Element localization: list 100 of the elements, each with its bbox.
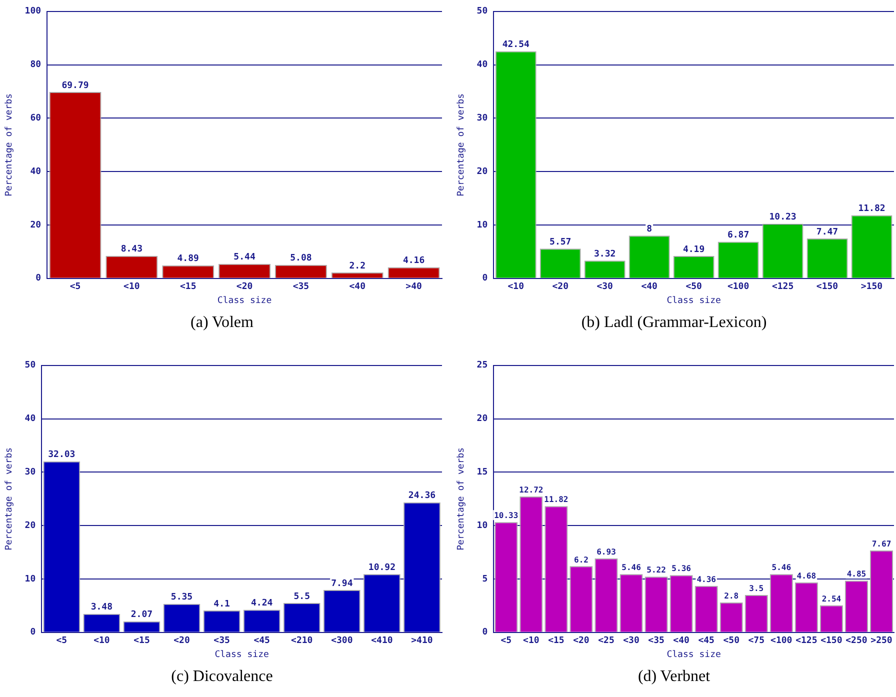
x-tick-label: <40 [673,636,690,646]
x-axis-title: Class size [217,296,272,306]
y-tick-label: 15 [476,468,488,478]
data-label: 42.54 [502,40,530,50]
y-tick-label: 60 [30,114,42,124]
x-tick-label: <20 [236,282,253,292]
data-label: 6.87 [727,230,750,241]
y-tick-label: 50 [476,6,488,17]
data-label: 32.03 [48,450,76,460]
x-tick-label: <5 [56,636,68,646]
y-tick-label: 25 [476,360,488,371]
x-tick-label: <25 [598,636,614,646]
y-axis-title: Percentage of verbs [4,93,15,196]
text: (a) Volem [190,314,254,332]
data-label: 69.79 [62,80,89,91]
x-axis-title: Class size [214,650,269,660]
data-label: 4.68 [796,571,816,580]
y-tick-label: 0 [36,274,42,284]
x-tick-label: <10 [124,282,140,292]
data-label: 5.35 [170,592,193,603]
y-tick-label: 10 [476,520,488,531]
y-tick-label: 20 [476,166,488,177]
data-label: 4.85 [846,570,866,579]
data-label: 7.47 [816,227,838,238]
data-label: 5.36 [672,564,692,574]
x-tick-label: >250 [870,636,892,646]
data-label: 3.48 [90,602,113,613]
data-label: 5.57 [550,238,572,248]
y-tick-label: 0 [482,628,488,638]
x-tick-label: <20 [573,636,590,646]
x-tick-label: <45 [254,636,270,646]
x-tick-label: <125 [796,636,818,646]
x-tick-label: <35 [214,636,230,646]
data-label: 2.07 [130,610,153,620]
x-tick-label: >150 [860,282,883,292]
data-label: 8.43 [120,244,143,255]
x-tick-label: >40 [406,282,422,292]
data-label: 11.82 [858,204,886,214]
x-tick-label: <45 [698,636,714,646]
y-tick-label: 0 [30,628,36,638]
data-label: 7.67 [872,540,892,549]
y-tick-label: 5 [482,574,488,584]
data-label: 10.23 [769,212,796,223]
x-tick-label: <5 [70,282,81,292]
data-label: 5.46 [772,563,792,572]
x-tick-label: <210 [291,636,313,646]
data-label: 6.2 [574,555,589,564]
x-tick-label: <100 [727,282,750,292]
x-tick-label: <10 [523,636,540,646]
x-tick-label: <10 [508,282,524,292]
x-tick-label: <15 [180,282,196,292]
data-label: 4.24 [250,598,274,609]
x-tick-label: <5 [500,636,512,646]
data-label: 24.36 [408,491,436,502]
text: (b) Ladl (Grammar-Lexicon) [581,314,767,332]
x-tick-label: <15 [548,636,564,646]
data-label: 10.92 [368,562,396,573]
y-axis-title: Percentage of verbs [456,93,467,196]
data-label: 7.94 [331,578,354,589]
y-tick-label: 40 [24,414,36,424]
x-tick-label: <30 [596,282,613,292]
text: (d) Verbnet [638,668,710,686]
y-tick-label: 80 [30,60,42,70]
y-tick-label: 30 [24,468,36,478]
x-tick-label: <150 [820,636,842,646]
data-label: 4.36 [696,574,716,584]
x-tick-label: <410 [371,636,393,646]
data-label: 6.93 [596,547,616,556]
x-tick-label: >410 [411,636,433,646]
data-label: 4.19 [682,244,705,255]
data-label: 10.33 [494,511,518,520]
x-tick-label: <35 [648,636,664,646]
data-label: 11.82 [544,495,568,504]
y-tick-label: 20 [476,414,488,424]
x-axis-title: Class size [666,650,721,660]
y-tick-label: 40 [30,166,42,177]
y-tick-label: 20 [24,520,36,531]
data-label: 2.54 [822,594,842,604]
data-label: 12.72 [519,486,544,495]
x-tick-label: <35 [292,282,310,292]
x-tick-label: <50 [686,282,702,292]
y-tick-label: 10 [24,574,36,584]
x-tick-label: <75 [748,636,765,646]
data-label: 5.44 [234,252,256,263]
x-tick-label: <20 [174,636,190,646]
data-label: 3.32 [594,250,616,260]
text: (c) Dicovalence [171,668,273,686]
x-tick-label: <50 [723,636,740,646]
x-tick-label: <250 [846,636,868,646]
data-label: 5.08 [290,254,312,264]
y-tick-label: 40 [476,60,488,70]
x-tick-label: <30 [623,636,640,646]
data-label: 4.1 [214,599,230,610]
x-tick-label: <40 [349,282,366,292]
x-tick-label: <20 [552,282,568,292]
data-label: 8 [646,224,652,235]
data-label: 4.16 [402,256,425,266]
x-axis-title: Class size [666,296,721,306]
y-tick-label: 100 [24,6,42,17]
y-tick-label: 30 [476,114,488,124]
